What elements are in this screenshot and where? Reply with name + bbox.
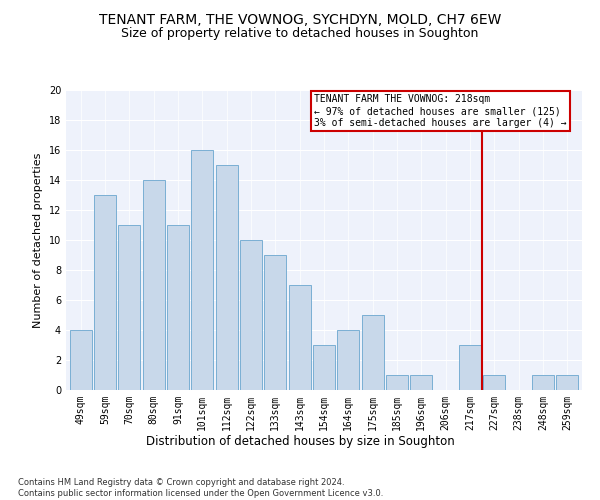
Text: Distribution of detached houses by size in Soughton: Distribution of detached houses by size … — [146, 435, 454, 448]
Bar — [70, 330, 92, 390]
Bar — [362, 315, 383, 390]
Bar — [167, 225, 189, 390]
Text: Contains HM Land Registry data © Crown copyright and database right 2024.
Contai: Contains HM Land Registry data © Crown c… — [18, 478, 383, 498]
Bar — [118, 225, 140, 390]
Text: TENANT FARM THE VOWNOG: 218sqm
← 97% of detached houses are smaller (125)
3% of : TENANT FARM THE VOWNOG: 218sqm ← 97% of … — [314, 94, 567, 128]
Bar — [215, 165, 238, 390]
Bar — [484, 375, 505, 390]
Bar — [313, 345, 335, 390]
Bar — [94, 195, 116, 390]
Bar — [532, 375, 554, 390]
Bar — [289, 285, 311, 390]
Bar — [191, 150, 213, 390]
Bar — [410, 375, 433, 390]
Text: TENANT FARM, THE VOWNOG, SYCHDYN, MOLD, CH7 6EW: TENANT FARM, THE VOWNOG, SYCHDYN, MOLD, … — [99, 12, 501, 26]
Bar — [143, 180, 164, 390]
Text: Size of property relative to detached houses in Soughton: Size of property relative to detached ho… — [121, 28, 479, 40]
Bar — [265, 255, 286, 390]
Bar — [240, 240, 262, 390]
Y-axis label: Number of detached properties: Number of detached properties — [33, 152, 43, 328]
Bar — [386, 375, 408, 390]
Bar — [556, 375, 578, 390]
Bar — [337, 330, 359, 390]
Bar — [459, 345, 481, 390]
